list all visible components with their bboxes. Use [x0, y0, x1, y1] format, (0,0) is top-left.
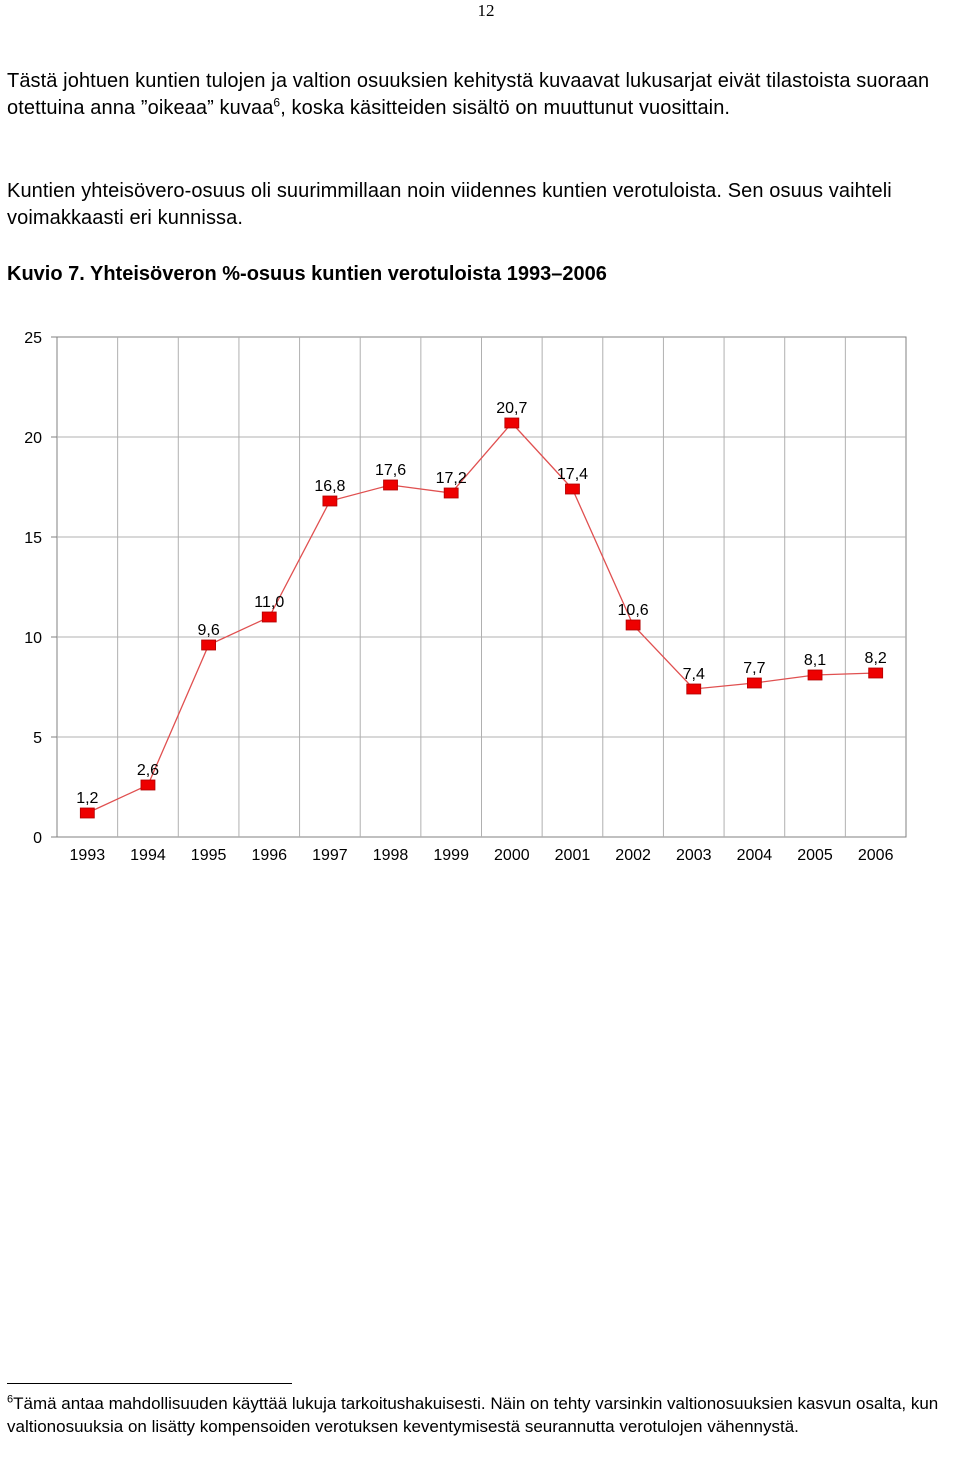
paragraph-1: Tästä johtuen kuntien tulojen ja valtion… — [7, 68, 952, 122]
data-label: 8,2 — [865, 650, 887, 667]
data-point — [79, 807, 95, 819]
x-tick-label: 1998 — [373, 847, 409, 864]
series-line — [87, 422, 876, 814]
data-point — [565, 483, 580, 495]
paragraph-1-text-end: , koska käsitteiden sisältö on muuttunut… — [280, 97, 731, 119]
x-tick-label: 2000 — [494, 847, 530, 864]
x-tick-label: 2005 — [797, 847, 833, 864]
figure-caption: Kuvio 7. Yhteisöveron %-osuus kuntien ve… — [7, 263, 607, 285]
data-point — [625, 619, 641, 631]
data-point — [686, 683, 702, 695]
data-label: 20,7 — [496, 400, 527, 417]
paragraph-1-text: Tästä johtuen kuntien tulojen ja valtion… — [7, 70, 930, 119]
data-label: 2,6 — [137, 762, 159, 779]
footnote-number: 6 — [7, 1393, 14, 1406]
data-label: 17,4 — [557, 466, 588, 483]
x-tick-label: 1994 — [130, 847, 166, 864]
data-label: 1,2 — [76, 790, 98, 807]
x-tick-label: 1996 — [251, 847, 287, 864]
y-tick-label: 10 — [24, 630, 42, 647]
x-tick-label: 1999 — [433, 847, 469, 864]
data-label: 11,0 — [254, 594, 284, 611]
x-tick-label: 2006 — [858, 847, 894, 864]
data-label: 10,6 — [618, 602, 649, 619]
x-tick-label: 2004 — [737, 847, 773, 864]
data-point — [807, 669, 823, 681]
page-number: 12 — [477, 1, 495, 20]
data-label: 7,7 — [743, 660, 765, 677]
line-chart: 0 5 10 15 20 25 1993 1994 1995 1996 1997 1998 1999 2… — [24, 330, 907, 864]
data-point — [201, 639, 217, 651]
data-point — [504, 417, 520, 429]
x-tick-label: 2003 — [676, 847, 712, 864]
x-axis-ticks: 1993 1994 1995 1996 1997 1998 1999 2000 2001 2002… — [70, 847, 894, 864]
footnote-text: Tämä antaa mahdollisuuden käyttää lukuja… — [7, 1394, 939, 1436]
y-tick-label: 0 — [33, 830, 42, 847]
x-tick-label: 2002 — [615, 847, 651, 864]
data-point — [322, 495, 338, 507]
footnote-divider — [7, 1383, 292, 1384]
x-tick-label: 1997 — [312, 847, 348, 864]
chart-series: 1,2 2,6 9,6 11,0 16,8 17,6 17,2 20,7 17,4 10,6 7,4… — [76, 400, 887, 819]
footnote-ref[interactable]: 6 — [273, 95, 281, 110]
y-tick-label: 25 — [24, 330, 42, 347]
x-tick-label: 1995 — [191, 847, 227, 864]
data-label: 17,2 — [436, 470, 467, 487]
data-point — [140, 779, 156, 791]
x-tick-label: 1993 — [70, 847, 106, 864]
data-point — [261, 611, 277, 623]
paragraph-2: Kuntien yhteisövero-osuus oli suurimmill… — [7, 180, 892, 229]
data-label: 16,8 — [314, 478, 345, 495]
y-tick-label: 20 — [24, 430, 42, 447]
data-point — [443, 487, 459, 499]
data-label: 17,6 — [375, 462, 406, 479]
y-tick-label: 5 — [33, 730, 42, 747]
data-label: 9,6 — [197, 622, 219, 639]
chart-grid — [51, 336, 907, 838]
footnote: 6Tämä antaa mahdollisuuden käyttää lukuj… — [7, 1392, 957, 1438]
data-label: 7,4 — [683, 666, 705, 683]
x-tick-label: 2001 — [555, 847, 591, 864]
y-tick-label: 15 — [24, 530, 42, 547]
data-label: 8,1 — [804, 652, 826, 669]
data-point — [746, 677, 762, 689]
data-point — [383, 479, 398, 491]
data-point — [868, 667, 884, 679]
y-axis-ticks: 0 5 10 15 20 25 — [24, 330, 42, 847]
